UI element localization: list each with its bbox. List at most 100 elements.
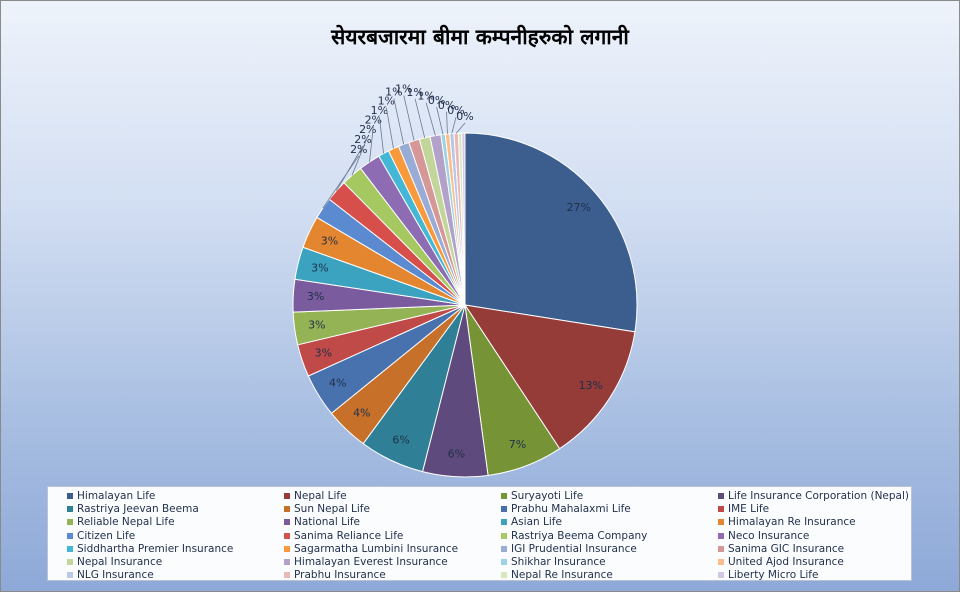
legend-item-3: Life Insurance Corporation (Nepal) <box>718 489 928 502</box>
slice-label-15: 2% <box>365 114 382 127</box>
legend-swatch-2 <box>501 492 507 499</box>
pie-slice-1 <box>463 304 636 450</box>
legend-item-16: Siddhartha Premier Insurance <box>67 542 284 555</box>
legend-item-15: Neco Insurance <box>718 529 928 542</box>
legend-item-23: United Ajod Insurance <box>718 555 928 568</box>
legend-label-7: IME Life <box>728 502 770 515</box>
legend-label-5: Sun Nepal Life <box>294 502 370 515</box>
legend-label-4: Rastriya Jeevan Beema <box>77 502 199 515</box>
legend-swatch-27 <box>718 572 724 579</box>
legend-label-2: Suryayoti Life <box>511 489 584 502</box>
legend-item-1: Nepal Life <box>284 489 501 502</box>
legend-label-15: Neco Insurance <box>728 529 810 542</box>
legend-label-12: Citizen Life <box>77 529 136 542</box>
legend-label-27: Liberty Micro Life <box>728 569 819 582</box>
legend-item-14: Rastriya Beema Company <box>501 529 718 542</box>
legend-swatch-7 <box>718 505 724 512</box>
legend-item-21: Himalayan Everest Insurance <box>284 555 501 568</box>
slice-label-19: 1% <box>395 83 412 96</box>
legend-swatch-0 <box>67 492 73 499</box>
slice-label-2: 7% <box>509 438 526 451</box>
legend-swatch-18 <box>501 545 507 552</box>
legend-label-18: IGI Prudential Insurance <box>511 542 637 555</box>
legend-label-21: Himalayan Everest Insurance <box>294 556 448 569</box>
legend-label-13: Sanima Reliance Life <box>294 529 404 542</box>
slice-label-3: 6% <box>448 447 465 460</box>
legend-item-18: IGI Prudential Insurance <box>501 542 718 555</box>
pie-chart: 27%13%7%6%6%4%4%3%3%3%3%3%2%2%2%2%1%1%1%… <box>292 83 638 478</box>
slice-label-0: 27% <box>567 201 591 214</box>
slice-label-14: 2% <box>359 123 376 136</box>
legend-label-6: Prabhu Mahalaxmi Life <box>511 502 631 515</box>
legend-swatch-13 <box>284 532 290 539</box>
legend-label-24: NLG Insurance <box>77 569 154 582</box>
legend-swatch-26 <box>501 572 507 579</box>
legend-label-20: Nepal Insurance <box>77 556 163 569</box>
leader-line-16 <box>379 116 384 154</box>
legend-swatch-14 <box>501 532 507 539</box>
legend-item-17: Sagarmatha Lumbini Insurance <box>284 542 501 555</box>
legend-label-16: Siddhartha Premier Insurance <box>77 542 234 555</box>
slice-label-5: 4% <box>353 406 370 419</box>
leader-line-15 <box>369 126 374 162</box>
legend-item-22: Shikhar Insurance <box>501 555 718 568</box>
legend-item-27: Liberty Micro Life <box>718 569 928 582</box>
legend-swatch-6 <box>501 505 507 512</box>
slice-label-20: 1% <box>406 86 423 99</box>
slice-label-1: 13% <box>579 379 603 392</box>
leader-line-17 <box>385 107 394 149</box>
leader-line-22 <box>436 106 444 135</box>
leader-line-21 <box>425 102 436 136</box>
legend-swatch-8 <box>67 519 73 526</box>
legend-label-14: Rastriya Beema Company <box>511 529 648 542</box>
legend-swatch-25 <box>284 572 290 579</box>
legend-swatch-23 <box>718 559 724 566</box>
legend-label-3: Life Insurance Corporation (Nepal) <box>728 489 910 502</box>
slice-label-6: 4% <box>329 377 346 390</box>
legend-label-22: Shikhar Insurance <box>511 556 606 569</box>
legend: Himalayan Life Nepal Life Suryayoti Life Li… <box>47 486 912 581</box>
legend-label-9: National Life <box>294 516 361 529</box>
legend-swatch-21 <box>284 559 290 566</box>
legend-item-6: Prabhu Mahalaxmi Life <box>501 502 718 515</box>
chart-title: सेयरबजारमा बीमा कम्पनीहरुको लगानी <box>331 25 629 49</box>
legend-label-1: Nepal Life <box>294 489 347 502</box>
legend-item-13: Sanima Reliance Life <box>284 529 501 542</box>
legend-item-26: Nepal Re Insurance <box>501 569 718 582</box>
leader-line-25 <box>455 122 466 134</box>
slice-label-25: 0% <box>456 110 473 123</box>
legend-item-12: Citizen Life <box>67 529 284 542</box>
slice-label-10: 3% <box>311 262 328 275</box>
legend-swatch-22 <box>501 559 507 566</box>
legend-label-25: Prabhu Insurance <box>294 569 386 582</box>
legend-swatch-17 <box>284 545 290 552</box>
legend-item-20: Nepal Insurance <box>67 555 284 568</box>
slice-label-9: 3% <box>307 290 324 303</box>
slice-label-24: 0% <box>447 104 464 117</box>
legend-item-4: Rastriya Jeevan Beema <box>67 502 284 515</box>
legend-swatch-10 <box>501 519 507 526</box>
slice-label-21: 1% <box>417 90 434 103</box>
legend-item-2: Suryayoti Life <box>501 489 718 502</box>
slice-label-22: 0% <box>428 94 445 107</box>
legend-swatch-3 <box>718 492 724 499</box>
slice-label-23: 0% <box>438 99 455 112</box>
legend-item-5: Sun Nepal Life <box>284 502 501 515</box>
slice-label-8: 3% <box>308 319 325 332</box>
legend-label-19: Sanima GIC Insurance <box>728 542 845 555</box>
leader-line-18 <box>393 98 405 145</box>
legend-item-8: Reliable Nepal Life <box>67 516 284 529</box>
pie-slice-0 <box>464 132 638 333</box>
legend-label-26: Nepal Re Insurance <box>511 569 613 582</box>
legend-item-0: Himalayan Life <box>67 489 284 502</box>
legend-swatch-24 <box>67 572 73 579</box>
legend-item-11: Himalayan Re Insurance <box>718 516 928 529</box>
slice-label-18: 1% <box>385 86 402 99</box>
slice-label-16: 1% <box>371 104 388 117</box>
leader-line-12 <box>322 155 360 209</box>
leader-line-13 <box>336 145 364 192</box>
slice-label-7: 3% <box>315 346 332 359</box>
slice-label-11: 3% <box>321 235 338 248</box>
leader-line-14 <box>351 136 369 176</box>
legend-label-11: Himalayan Re Insurance <box>728 516 856 529</box>
